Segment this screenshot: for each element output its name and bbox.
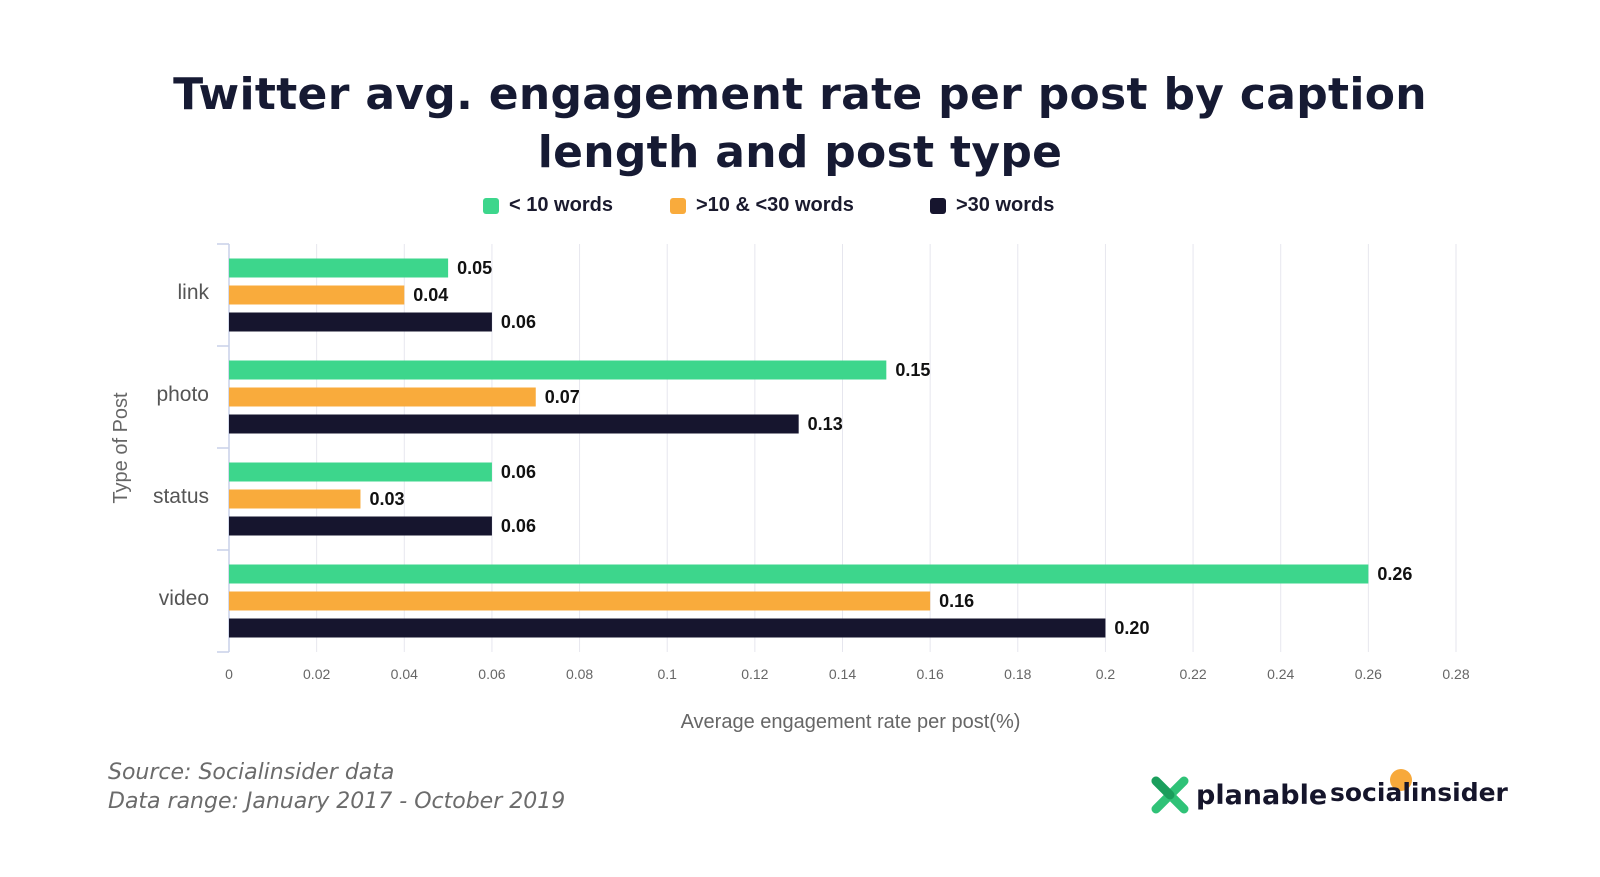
x-tick-label: 0.12 [741, 666, 768, 682]
chart-legend: < 10 words >10 & <30 words >30 words [0, 194, 1600, 222]
x-tick-label: 0.2 [1096, 666, 1116, 682]
bar [229, 258, 449, 278]
x-tick-label: 0.24 [1267, 666, 1294, 682]
x-tick-label: 0.26 [1355, 666, 1382, 682]
category-label: status [153, 485, 209, 508]
data-label: 0.05 [457, 258, 492, 278]
legend-swatch-short [483, 197, 499, 214]
x-tick-label: 0.06 [478, 666, 505, 682]
x-tick-label: 0.02 [303, 666, 330, 682]
chart-footer: Source: Socialinsider data Data range: J… [108, 758, 565, 816]
bar [229, 387, 536, 407]
data-label: 0.04 [413, 285, 448, 305]
data-label: 0.15 [895, 360, 930, 380]
data-label: 0.07 [545, 387, 580, 407]
chart-title: Twitter avg. engagement rate per post by… [173, 69, 1427, 178]
legend-label-short: < 10 words [509, 194, 613, 216]
legend-swatch-medium [670, 197, 686, 214]
bar [229, 312, 492, 332]
y-axis-title: Type of Post [110, 392, 132, 504]
socialinsider-dot-icon [1390, 769, 1412, 791]
category-label: video [159, 587, 209, 610]
x-tick-label: 0.18 [1004, 666, 1031, 682]
socialinsider-logo: socialinsider [1330, 778, 1508, 807]
bar [229, 285, 405, 305]
legend-item-medium: >10 & <30 words [670, 194, 854, 217]
x-tick-label: 0.04 [391, 666, 418, 682]
planable-icon [1151, 776, 1189, 814]
x-axis-title: Average engagement rate per post(%) [681, 711, 1021, 733]
data-label: 0.06 [501, 312, 536, 332]
data-label: 0.06 [501, 516, 536, 536]
legend-item-long: >30 words [930, 194, 1054, 217]
bar [229, 489, 361, 509]
category-label: photo [156, 383, 209, 406]
data-label: 0.13 [808, 414, 843, 434]
x-tick-label: 0.1 [657, 666, 677, 682]
legend-item-short: < 10 words [483, 194, 613, 217]
bar [229, 360, 887, 380]
data-range-note: Data range: January 2017 - October 2019 [108, 789, 566, 814]
bar [229, 516, 492, 536]
x-tick-label: 0 [225, 666, 233, 682]
data-label: 0.20 [1114, 618, 1149, 638]
x-tick-label: 0.28 [1442, 666, 1469, 682]
legend-label-medium: >10 & <30 words [696, 194, 854, 216]
bar [229, 414, 799, 434]
legend-label-long: >30 words [956, 194, 1055, 216]
x-tick-label: 0.16 [917, 666, 944, 682]
data-label: 0.26 [1377, 564, 1412, 584]
data-label: 0.16 [939, 591, 974, 611]
category-label: link [177, 281, 209, 304]
x-tick-label: 0.14 [829, 666, 856, 682]
bar [229, 564, 1369, 584]
planable-wordmark: planable [1196, 779, 1328, 811]
bar [229, 591, 931, 611]
x-tick-label: 0.22 [1179, 666, 1206, 682]
source-note: Source: Socialinsider data [108, 760, 395, 785]
x-tick-label: 0.08 [566, 666, 593, 682]
bar [229, 462, 492, 482]
data-label: 0.06 [501, 462, 536, 482]
legend-swatch-long [930, 197, 946, 214]
bar [229, 618, 1106, 638]
planable-logo: planable [1150, 775, 1327, 815]
data-label: 0.03 [369, 489, 404, 509]
